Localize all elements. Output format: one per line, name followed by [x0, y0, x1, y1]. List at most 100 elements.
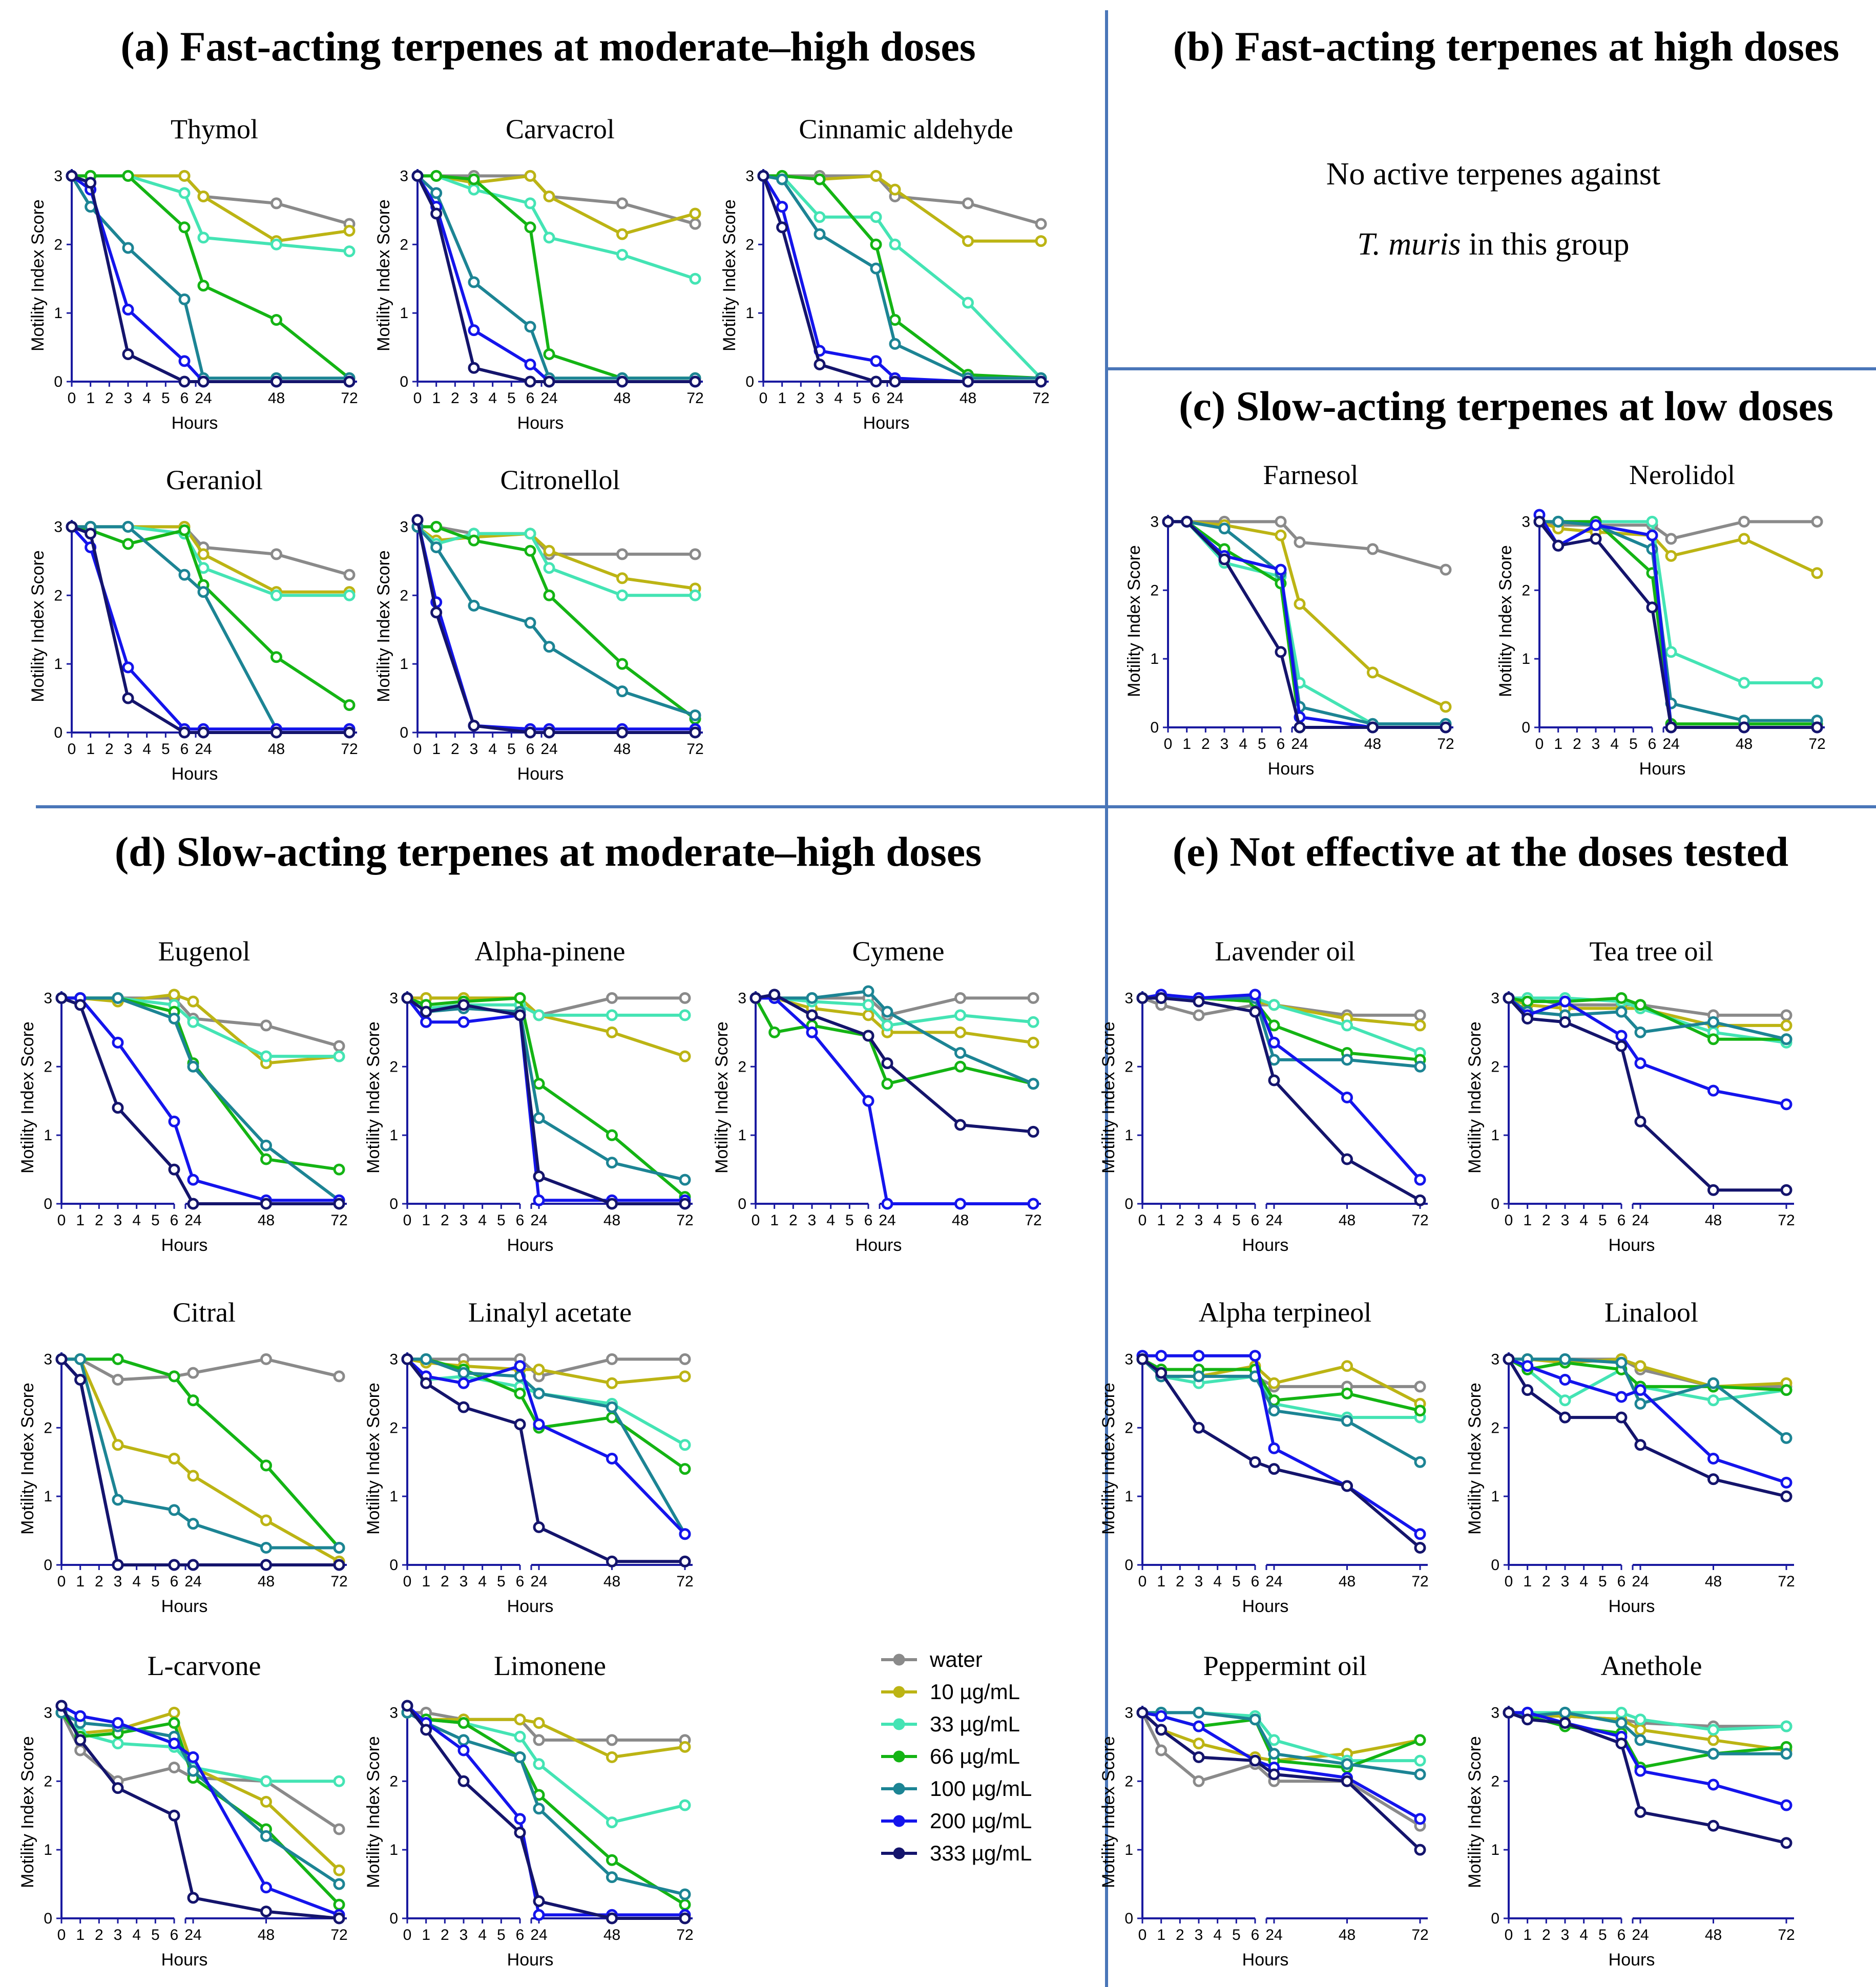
x-tick-label: 72 — [341, 390, 358, 407]
series-line-early — [762, 175, 877, 383]
x-tick-label: 2 — [451, 390, 460, 407]
series-line-bridge — [183, 192, 205, 239]
data-point — [420, 1016, 432, 1028]
x-tick-label: 1 — [778, 390, 786, 407]
series-line-bridge — [518, 1365, 540, 1425]
chart-title-farnesol: Farnesol — [1263, 459, 1359, 490]
series-200-g-ml — [1503, 1353, 1792, 1489]
series-line-early — [71, 174, 185, 383]
y-tick-label: 0 — [1124, 1196, 1133, 1212]
series-line-early — [1141, 1711, 1256, 1763]
y-tick-label: 3 — [44, 1704, 52, 1721]
data-point — [954, 1060, 966, 1073]
series-100-g-ml — [1136, 1353, 1426, 1468]
data-point — [112, 1782, 124, 1794]
data-point — [1249, 1006, 1261, 1018]
x-tick-label: 48 — [1339, 1927, 1356, 1943]
x-tick-label: 1 — [422, 1927, 430, 1943]
data-point — [524, 170, 536, 182]
data-point — [1634, 1397, 1646, 1410]
y-tick-label: 2 — [400, 236, 408, 253]
y-tick-label: 0 — [400, 373, 408, 390]
series-line-bridge — [1620, 1045, 1642, 1122]
data-point — [1634, 1115, 1646, 1127]
data-point — [524, 617, 536, 629]
data-point — [616, 248, 628, 261]
data-point — [616, 572, 628, 584]
data-point — [1155, 1744, 1168, 1756]
data-point — [1780, 1837, 1792, 1849]
data-point — [881, 1019, 893, 1032]
data-point — [1268, 1442, 1280, 1454]
data-point — [122, 538, 134, 550]
data-point — [1811, 515, 1823, 528]
y-tick-label: 3 — [389, 990, 398, 1007]
x-tick-label: 4 — [132, 1927, 141, 1943]
y-tick-label: 0 — [1491, 1196, 1499, 1212]
data-point — [1268, 1074, 1280, 1086]
data-point — [401, 1353, 413, 1365]
x-axis-label: Hours — [517, 764, 564, 784]
series-line-early — [406, 996, 520, 1017]
y-tick-label: 3 — [54, 518, 62, 535]
data-point — [260, 1881, 272, 1894]
data-point — [1665, 533, 1677, 545]
data-point — [1811, 721, 1823, 734]
series-line-early — [755, 993, 869, 1037]
data-point — [112, 1036, 124, 1049]
data-point — [962, 375, 974, 388]
data-point — [1268, 1463, 1280, 1475]
series-line-bridge — [529, 227, 551, 354]
data-point — [533, 1895, 545, 1908]
data-point — [768, 989, 781, 1001]
x-tick-label: 6 — [180, 390, 189, 407]
x-tick-label: 0 — [1505, 1212, 1513, 1229]
x-tick-label: 48 — [614, 390, 631, 407]
data-point — [1780, 1009, 1792, 1021]
series-line-early — [756, 996, 870, 1102]
y-tick-label: 3 — [1491, 1351, 1499, 1368]
data-point — [457, 1744, 470, 1756]
x-axis-label: Hours — [507, 1950, 554, 1970]
series-line-early — [72, 525, 185, 576]
data-point — [66, 520, 78, 533]
data-point — [457, 999, 470, 1011]
data-point — [1268, 1405, 1280, 1417]
y-axis-label: Motility Index Score — [1496, 545, 1515, 697]
x-tick-label: 0 — [403, 1573, 412, 1590]
data-point — [543, 191, 555, 203]
y-axis-label: Motility Index Score — [1465, 1021, 1485, 1174]
x-tick-label: 2 — [451, 741, 460, 758]
data-point — [1738, 677, 1750, 689]
data-point — [260, 1353, 272, 1365]
data-point — [74, 999, 87, 1011]
data-point — [1503, 992, 1515, 1004]
legend-item-66-g-ml: 66 µg/mL — [881, 1744, 1020, 1768]
legend-swatch-marker — [893, 1783, 905, 1795]
series-333-g-ml — [401, 1353, 691, 1567]
legend-swatch-marker — [893, 1815, 905, 1827]
x-tick-label: 3 — [1561, 1212, 1570, 1229]
x-tick-label: 48 — [603, 1212, 620, 1229]
legend-swatch-marker — [893, 1654, 905, 1666]
x-tick-label: 0 — [1138, 1573, 1147, 1590]
data-point — [1634, 999, 1646, 1011]
series-66-g-ml — [1533, 515, 1823, 730]
data-point — [260, 1050, 272, 1062]
data-point — [1027, 1125, 1039, 1138]
series-line-bridge — [173, 1815, 195, 1898]
series-line-late — [894, 243, 1043, 380]
data-point — [1440, 701, 1452, 713]
data-point — [1559, 1016, 1571, 1028]
data-point — [168, 1761, 180, 1773]
data-point — [420, 1377, 432, 1389]
x-tick-label: 5 — [507, 741, 516, 758]
data-point — [1590, 519, 1602, 531]
x-tick-label: 4 — [478, 1573, 487, 1590]
data-point — [776, 173, 788, 185]
data-point — [606, 1157, 618, 1169]
y-tick-label: 1 — [738, 1127, 746, 1144]
data-point — [270, 651, 282, 663]
data-point — [1707, 1394, 1719, 1407]
